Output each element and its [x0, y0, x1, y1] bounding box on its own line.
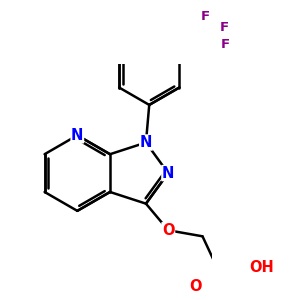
Text: O: O: [162, 223, 175, 238]
Text: F: F: [221, 38, 230, 51]
Text: OH: OH: [249, 260, 274, 275]
Text: N: N: [162, 166, 174, 181]
Text: O: O: [189, 279, 202, 294]
Text: F: F: [219, 21, 228, 34]
Text: N: N: [140, 135, 152, 150]
Text: N: N: [71, 128, 83, 143]
Text: F: F: [201, 10, 210, 23]
